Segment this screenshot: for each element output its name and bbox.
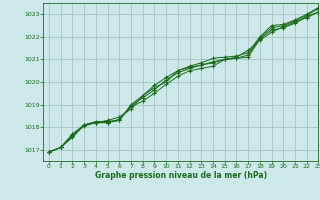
X-axis label: Graphe pression niveau de la mer (hPa): Graphe pression niveau de la mer (hPa) <box>95 171 267 180</box>
